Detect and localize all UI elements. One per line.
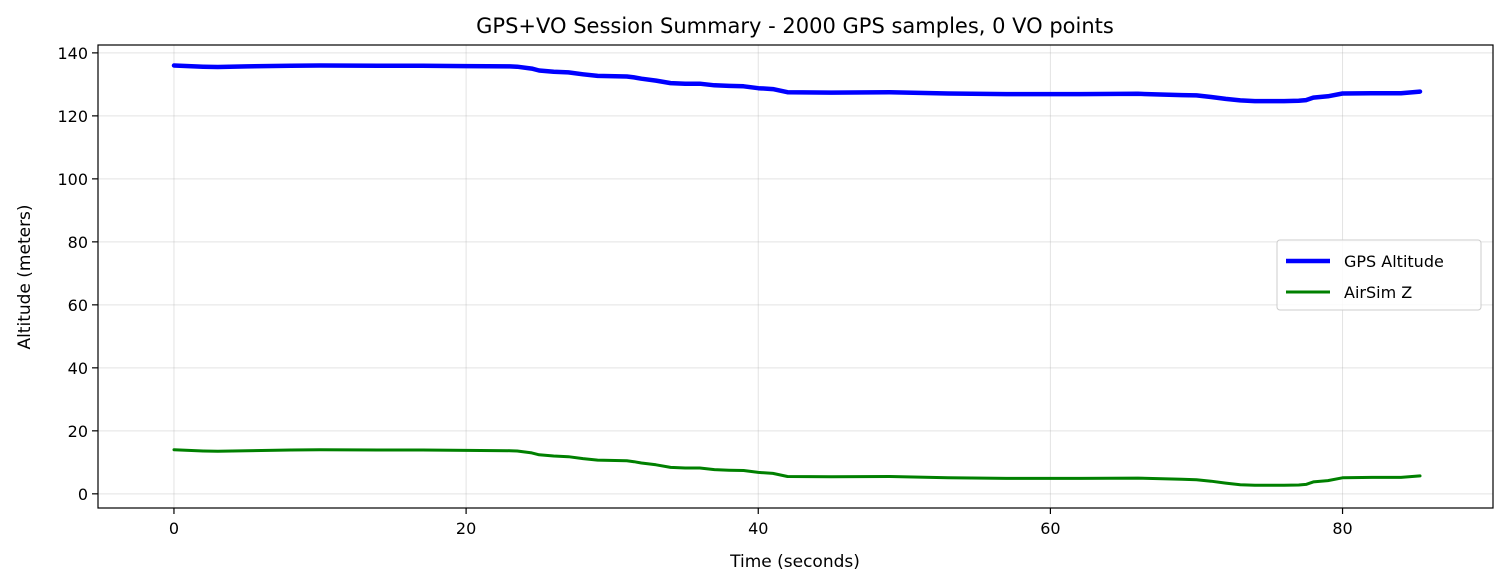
- y-tick-label: 20: [68, 422, 88, 441]
- legend-label-airsim-z: AirSim Z: [1344, 283, 1412, 302]
- chart-title: GPS+VO Session Summary - 2000 GPS sample…: [476, 14, 1114, 38]
- y-axis-label: Altitude (meters): [15, 204, 35, 349]
- series-line-gps-altitude: [171, 63, 1423, 104]
- y-axis-ticks: 0 20 40 60 80 100 120 140: [57, 44, 98, 504]
- x-axis-ticks: 0 20 40 60 80: [169, 508, 1353, 538]
- series-lines: [171, 63, 1423, 487]
- y-tick-label: 120: [57, 107, 88, 126]
- x-axis-label: Time (seconds): [729, 552, 860, 572]
- y-tick-label: 40: [68, 359, 88, 378]
- legend-label-gps-altitude: GPS Altitude: [1344, 252, 1444, 271]
- y-tick-label: 80: [68, 233, 88, 252]
- legend: GPS Altitude AirSim Z: [1276, 239, 1482, 311]
- x-tick-label: 0: [169, 519, 179, 538]
- y-tick-label: 140: [57, 44, 88, 63]
- series-line-airsim-z: [172, 448, 1422, 487]
- x-tick-label: 60: [1040, 519, 1060, 538]
- x-tick-label: 80: [1332, 519, 1352, 538]
- y-tick-label: 100: [57, 170, 88, 189]
- x-tick-label: 40: [748, 519, 768, 538]
- x-tick-label: 20: [456, 519, 476, 538]
- y-tick-label: 60: [68, 296, 88, 315]
- y-tick-label: 0: [78, 485, 88, 504]
- plot-area-frame: [97, 44, 1494, 509]
- grid: [98, 45, 1493, 508]
